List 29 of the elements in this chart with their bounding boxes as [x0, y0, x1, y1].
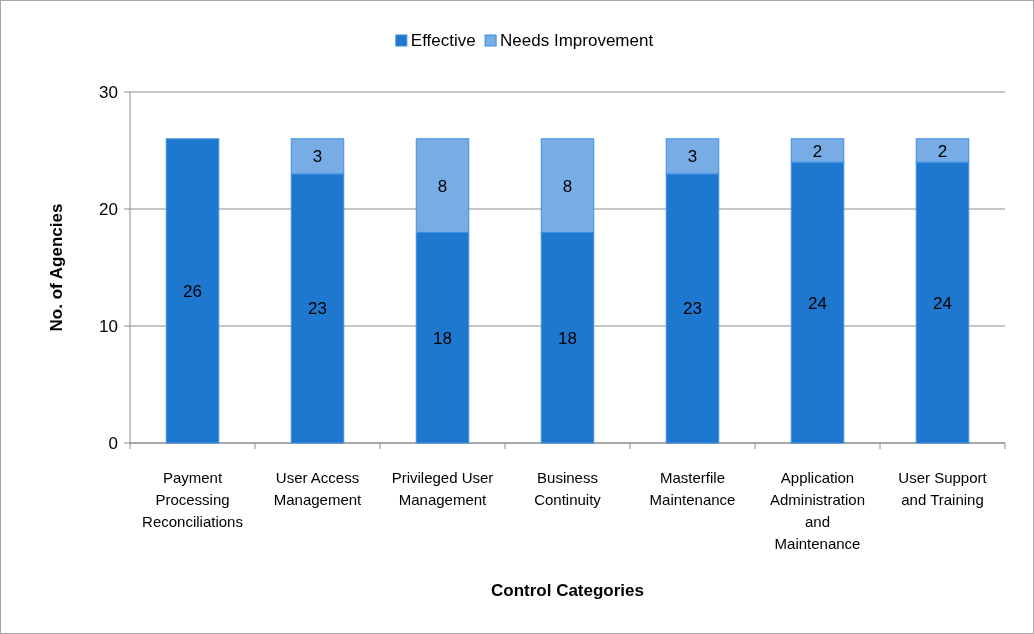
- data-label: 2: [812, 141, 823, 161]
- x-tick-label: Payment Processing Reconciliations: [142, 469, 243, 530]
- y-tick-label: 0: [108, 434, 118, 453]
- legend-label: Effective: [410, 31, 476, 50]
- data-label: 3: [687, 147, 698, 167]
- x-tick-label: Masterfile Maintenance: [649, 469, 736, 508]
- data-label: 23: [308, 299, 327, 319]
- x-tick-label: User Support and Training: [898, 469, 988, 508]
- data-label: 2: [937, 141, 948, 161]
- y-tick-label: 20: [99, 200, 118, 219]
- y-axis-title: No. of Agencies: [47, 203, 66, 332]
- data-label: 24: [808, 293, 827, 313]
- data-label: 8: [437, 176, 448, 196]
- x-tick-label: Business Continuity: [534, 469, 602, 508]
- data-label: 26: [183, 281, 202, 301]
- legend-label: Needs Improvement: [500, 31, 654, 50]
- data-label: 18: [558, 328, 577, 348]
- y-tick-label: 30: [99, 83, 118, 102]
- x-tick-label: Privileged User Management: [391, 469, 494, 508]
- data-label: 3: [312, 147, 323, 167]
- data-label: 23: [683, 299, 702, 319]
- data-label: 18: [433, 328, 452, 348]
- x-tick-label: Application Administration and Maintenance: [769, 469, 866, 552]
- data-label: 8: [562, 176, 573, 196]
- x-axis-title: Control Categories: [490, 581, 645, 600]
- x-tick-label: User Access Management: [273, 469, 363, 508]
- data-label: 24: [933, 293, 952, 313]
- bar: [165, 138, 220, 444]
- y-tick-label: 10: [99, 317, 118, 336]
